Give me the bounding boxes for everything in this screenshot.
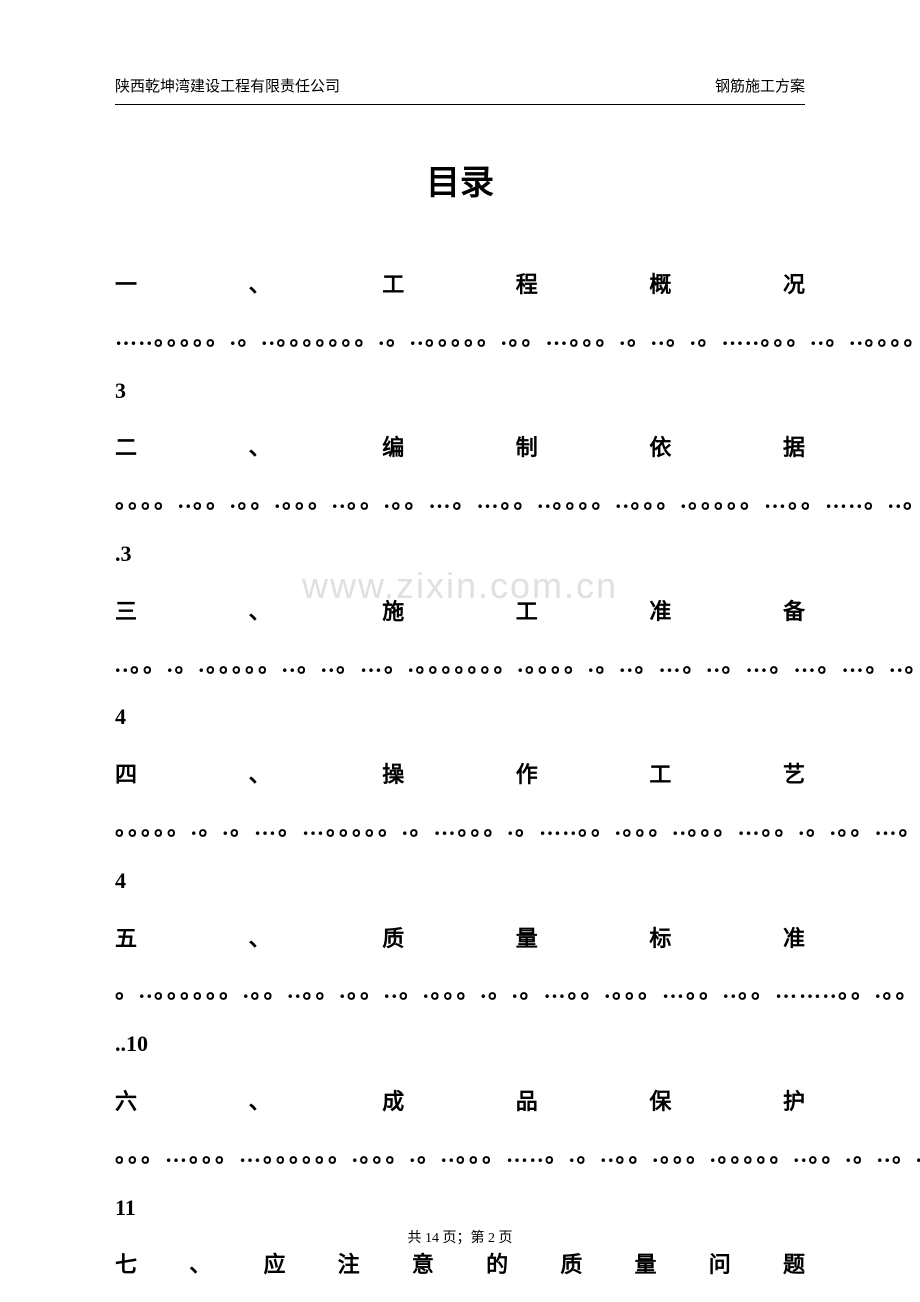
toc-label: 二、编制依据 [115, 435, 805, 460]
page-header: 陕西乾坤湾建设工程有限责任公司 钢筋施工方案 [115, 75, 805, 105]
toc-dots: 。。。。..。。.。。.。。。..。。.。。…。…。。..。。。。..。。。.。… [115, 488, 920, 513]
toc-list: 一、工程概况 …..。。。。。.。..。。。。。。。.。..。。。。。.。。…。… [115, 259, 805, 1292]
toc-page: ..10 [115, 1031, 148, 1056]
toc-page: 4 [115, 868, 126, 893]
toc-label: 四、操作工艺 [115, 762, 805, 787]
header-company: 陕西乾坤湾建设工程有限责任公司 [115, 75, 340, 96]
toc-dots: 。..。。。。。。.。。..。。.。。..。.。。。.。.。…。。.。。。…。。… [115, 978, 920, 1003]
toc-label: 七、应注意的质量问题 [115, 1252, 805, 1277]
toc-page: 3 [115, 378, 126, 403]
page-content: 陕西乾坤湾建设工程有限责任公司 钢筋施工方案 目录 一、工程概况 …..。。。。… [115, 75, 805, 1292]
toc-page: 4 [115, 704, 126, 729]
toc-label: 三、施工准备 [115, 599, 805, 624]
toc-entry: 四、操作工艺 。。。。。.。.。…。…。。。。。.。…。。。.。…..。。.。。… [115, 749, 805, 907]
toc-entry: 七、应注意的质量问题 [115, 1239, 805, 1292]
toc-label: 五、质量标准 [115, 926, 805, 951]
toc-dots: 。。。。。.。.。…。…。。。。。.。…。。。.。…..。。.。。。..。。。…… [115, 815, 920, 840]
toc-entry: 六、成品保护 。。。…。。。…。。。。。。.。。。.。..。。。…..。.。..… [115, 1076, 805, 1234]
toc-label: 一、工程概况 [115, 272, 805, 297]
toc-entry: 一、工程概况 …..。。。。。.。..。。。。。。。.。..。。。。。.。。…。… [115, 259, 805, 417]
toc-entry: 三、施工准备 ..。。.。.。。。。。..。..。…。.。。。。。。。.。。。。… [115, 586, 805, 744]
toc-entry: 五、质量标准 。..。。。。。。.。。..。。.。。..。.。。。.。.。…。。… [115, 913, 805, 1071]
toc-label: 六、成品保护 [115, 1089, 805, 1114]
toc-page: .3 [115, 541, 132, 566]
toc-page: 11 [115, 1195, 136, 1220]
header-doc-title: 钢筋施工方案 [715, 75, 805, 96]
toc-dots: ..。。.。.。。。。。..。..。…。.。。。。。。。.。。。。.。..。…。… [115, 652, 920, 677]
toc-dots: …..。。。。。.。..。。。。。。。.。..。。。。。.。。…。。。.。..。… [115, 325, 920, 350]
toc-title: 目录 [115, 155, 805, 204]
toc-dots: 。。。…。。。…。。。。。。.。。。.。..。。。…..。.。..。。.。。。.… [115, 1142, 920, 1167]
toc-entry: 二、编制依据 。。。。..。。.。。.。。。..。。.。。…。…。。..。。。。… [115, 422, 805, 580]
